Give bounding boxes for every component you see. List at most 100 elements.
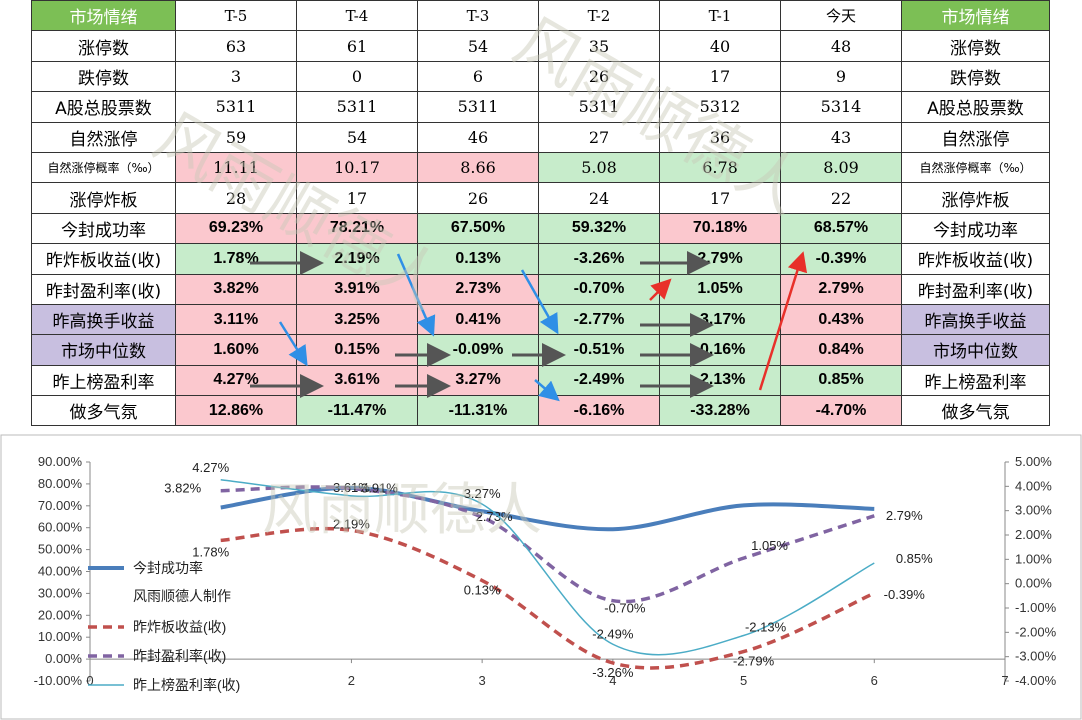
table-cell: 27 <box>538 121 660 153</box>
y-left-tick-label: 50.00% <box>38 542 83 557</box>
chart-border <box>0 434 1082 720</box>
table-cell: 3.61% <box>296 364 418 397</box>
legend-label: 昨炸板收益(收) <box>133 619 226 635</box>
table-cell: 8.09 <box>780 151 902 184</box>
row-label: 自然涨停 <box>31 121 176 153</box>
row-label-right: 昨封盈利率(收) <box>901 273 1050 305</box>
table-cell: 0.13% <box>417 243 539 275</box>
table-cell: 2.19% <box>296 243 418 275</box>
table-cell: 26 <box>538 60 660 93</box>
table-cell: -11.31% <box>417 395 539 427</box>
table-cell: 5311 <box>175 91 297 123</box>
table-cell: 3.25% <box>296 303 418 336</box>
table-cell: 78.21% <box>296 212 418 245</box>
chart-area: 90.00% 80.00% 70.00% 60.00% 50.00% 40.00% 30.0… <box>0 434 1082 720</box>
table-cell: 0.85% <box>780 364 902 397</box>
y-left-tick-label: -10.00% <box>34 673 83 688</box>
table-cell: 61 <box>296 30 418 62</box>
row-label: 昨高换手收益 <box>31 303 176 336</box>
data-label: 3.82% <box>164 481 201 496</box>
table-row: 今封成功率 69.23% 78.21% 67.50% 59.32% 70.18% 68.57… <box>31 212 1050 245</box>
table-row: 昨炸板收益(收) 1.78% 2.19% 0.13% -3.26% 2.79% -0.39%… <box>31 243 1050 275</box>
legend-note: 风雨顺德人制作 <box>133 588 231 604</box>
row-label: 昨封盈利率(收) <box>31 273 176 305</box>
legend-label: 昨上榜盈利率(收) <box>133 677 240 693</box>
watermark: 风雨顺德人 <box>262 478 542 543</box>
table-header-row: 市场情绪 T-5 T-4 T-3 T-2 T-1 今天 市场情绪 <box>31 0 1050 32</box>
table-cell: 3 <box>175 60 297 93</box>
table-cell: 10.17 <box>296 151 418 184</box>
table-cell: 0.41% <box>417 303 539 336</box>
header-right-label: 市场情绪 <box>901 0 1050 32</box>
x-tick-label: 3 <box>479 673 486 688</box>
data-label: -2.13% <box>745 619 787 634</box>
data-label: 2.79% <box>886 508 923 523</box>
table-cell: 11.11 <box>175 151 297 184</box>
table-cell: 6.78 <box>659 151 781 184</box>
table-cell: 0.43% <box>780 303 902 336</box>
x-tick-label: 0 <box>86 673 93 688</box>
table-cell: 5312 <box>659 91 781 123</box>
table-cell: 35 <box>538 30 660 62</box>
data-label: 4.27% <box>192 460 229 475</box>
y-left-tick-label: 70.00% <box>38 498 83 513</box>
legend-label: 今封成功率 <box>133 560 203 576</box>
y-right-tick-label: 1.00% <box>1015 551 1052 566</box>
row-label-right: 涨停数 <box>901 30 1050 62</box>
table-row: 市场中位数 1.60% 0.15% -0.09% -0.51% -0.16% 0.84% 市场… <box>31 334 1050 366</box>
table-cell: -11.47% <box>296 395 418 427</box>
table-row: 涨停炸板 28 17 26 24 17 22 涨停炸板 <box>31 182 1050 214</box>
data-label: 0.85% <box>896 551 933 566</box>
table-cell: 1.78% <box>175 243 297 275</box>
table-cell: 3.27% <box>417 364 539 397</box>
data-label: 3.61% <box>333 480 370 495</box>
table-row: 涨停数 63 61 54 35 40 48 涨停数 <box>31 30 1050 62</box>
data-label: -3.26% <box>592 665 634 680</box>
row-label-right: 市场中位数 <box>901 334 1050 366</box>
y-left-tick-label: 90.00% <box>38 454 83 469</box>
series-line <box>220 479 875 656</box>
row-label: A股总股票数 <box>31 91 176 123</box>
table-cell: 24 <box>538 182 660 214</box>
table-cell: 0.15% <box>296 334 418 366</box>
table-cell: 5314 <box>780 91 902 123</box>
table-cell: 59.32% <box>538 212 660 245</box>
row-label: 自然涨停概率（‰） <box>31 151 176 184</box>
y-left-tick-label: 20.00% <box>38 607 83 622</box>
y-right-tick-label: 3.00% <box>1015 503 1052 518</box>
series-line <box>220 485 875 532</box>
y-right-tick-label: 2.00% <box>1015 527 1052 542</box>
table-row: 跌停数 3 0 6 26 17 9 跌停数 <box>31 60 1050 93</box>
table-cell: 28 <box>175 182 297 214</box>
data-label: 1.78% <box>192 544 229 559</box>
table-cell: 0.84% <box>780 334 902 366</box>
y-right-tick-label: 0.00% <box>1015 576 1052 591</box>
data-label: 1.05% <box>751 538 788 553</box>
x-tick-label: 2 <box>348 673 355 688</box>
table-cell: 68.57% <box>780 212 902 245</box>
y-right-tick-label: 4.00% <box>1015 478 1052 493</box>
market-sentiment-table: 市场情绪 T-5 T-4 T-3 T-2 T-1 今天 市场情绪 涨停数 63 61 54 35 40 48… <box>31 0 1050 427</box>
table-cell: 70.18% <box>659 212 781 245</box>
row-label-right: 跌停数 <box>901 60 1050 93</box>
table-cell: 46 <box>417 121 539 153</box>
table-cell: -3.17% <box>659 303 781 336</box>
table-cell: 17 <box>296 182 418 214</box>
row-label: 涨停炸板 <box>31 182 176 214</box>
row-label-right: 昨上榜盈利率 <box>901 364 1050 397</box>
table-cell: 2.73% <box>417 273 539 305</box>
row-label-right: 昨炸板收益(收) <box>901 243 1050 275</box>
table-cell: -33.28% <box>659 395 781 427</box>
table-cell: -0.09% <box>417 334 539 366</box>
row-label: 市场中位数 <box>31 334 176 366</box>
table-cell: 3.91% <box>296 273 418 305</box>
series-line <box>220 485 875 604</box>
data-label: -2.79% <box>733 654 775 669</box>
data-label: -0.70% <box>604 601 646 616</box>
table-cell: 22 <box>780 182 902 214</box>
table-cell: 48 <box>780 30 902 62</box>
table-cell: 63 <box>175 30 297 62</box>
table-cell: 5311 <box>296 91 418 123</box>
row-label: 昨炸板收益(收) <box>31 243 176 275</box>
table-cell: 2.79% <box>780 273 902 305</box>
